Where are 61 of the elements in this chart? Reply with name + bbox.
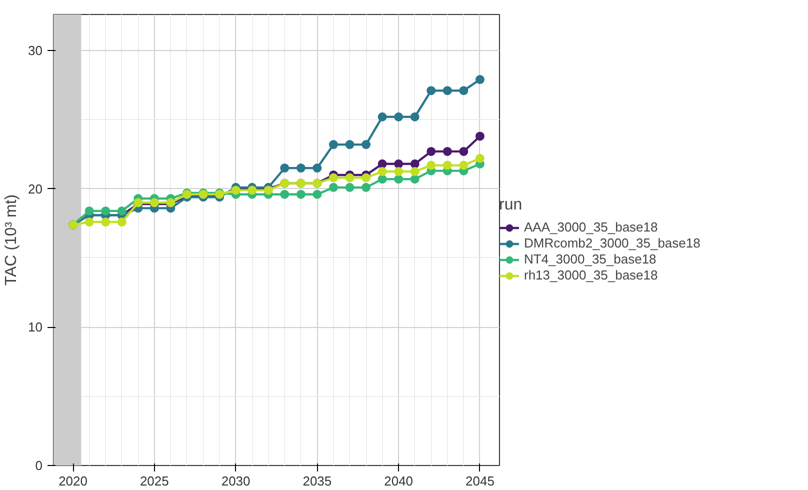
point bbox=[475, 75, 484, 84]
point bbox=[426, 146, 436, 156]
point bbox=[442, 146, 452, 156]
point bbox=[345, 182, 354, 192]
point bbox=[280, 190, 290, 199]
point bbox=[426, 160, 436, 170]
x-tick-label: 2030 bbox=[221, 474, 250, 488]
point bbox=[280, 164, 290, 173]
point bbox=[459, 160, 468, 170]
point bbox=[442, 86, 452, 96]
point bbox=[459, 146, 468, 156]
x-tick-label: 2040 bbox=[384, 474, 414, 488]
legend-label: DMRcomb2_3000_35_base18 bbox=[524, 235, 700, 251]
point bbox=[475, 154, 484, 163]
point bbox=[328, 182, 338, 192]
point bbox=[328, 140, 338, 150]
y-tick-label: 20 bbox=[28, 181, 43, 196]
point bbox=[459, 86, 468, 96]
point bbox=[312, 190, 322, 199]
point bbox=[394, 174, 404, 184]
point bbox=[117, 218, 126, 227]
x-tick-label: 2035 bbox=[302, 474, 332, 488]
point bbox=[362, 140, 371, 150]
legend-label: AAA_3000_35_base18 bbox=[524, 219, 658, 235]
point bbox=[296, 164, 306, 173]
y-tick-label: 0 bbox=[35, 458, 43, 473]
point bbox=[378, 159, 387, 168]
point bbox=[394, 112, 404, 122]
point bbox=[410, 112, 420, 122]
point bbox=[296, 190, 306, 199]
point bbox=[410, 174, 420, 184]
point bbox=[101, 206, 110, 216]
point bbox=[475, 132, 484, 141]
point bbox=[378, 167, 387, 176]
x-tick-label: 2020 bbox=[58, 474, 88, 488]
point bbox=[345, 140, 354, 150]
point bbox=[378, 112, 387, 122]
point bbox=[362, 182, 371, 192]
legend-label: NT4_3000_35_base18 bbox=[524, 251, 656, 267]
point bbox=[378, 174, 387, 184]
point bbox=[362, 173, 371, 182]
y-tick-label: 30 bbox=[28, 42, 43, 58]
point bbox=[328, 173, 338, 182]
point bbox=[426, 86, 436, 96]
point bbox=[345, 173, 354, 182]
legend-label: rh13_3000_35_base18 bbox=[524, 267, 658, 283]
point bbox=[394, 159, 404, 168]
point bbox=[101, 218, 110, 227]
x-tick-label: 2045 bbox=[466, 474, 494, 488]
point bbox=[312, 164, 322, 173]
point bbox=[410, 167, 420, 176]
point bbox=[394, 167, 404, 176]
point bbox=[410, 159, 420, 168]
point bbox=[117, 206, 126, 216]
y-tick-label: 10 bbox=[28, 320, 43, 335]
x-tick-label: 2025 bbox=[140, 474, 169, 488]
legend-title: run bbox=[499, 196, 524, 214]
point bbox=[442, 160, 452, 170]
y-axis-title: TAC (10³ mt) bbox=[3, 194, 20, 286]
point bbox=[84, 206, 94, 216]
point bbox=[84, 218, 94, 227]
